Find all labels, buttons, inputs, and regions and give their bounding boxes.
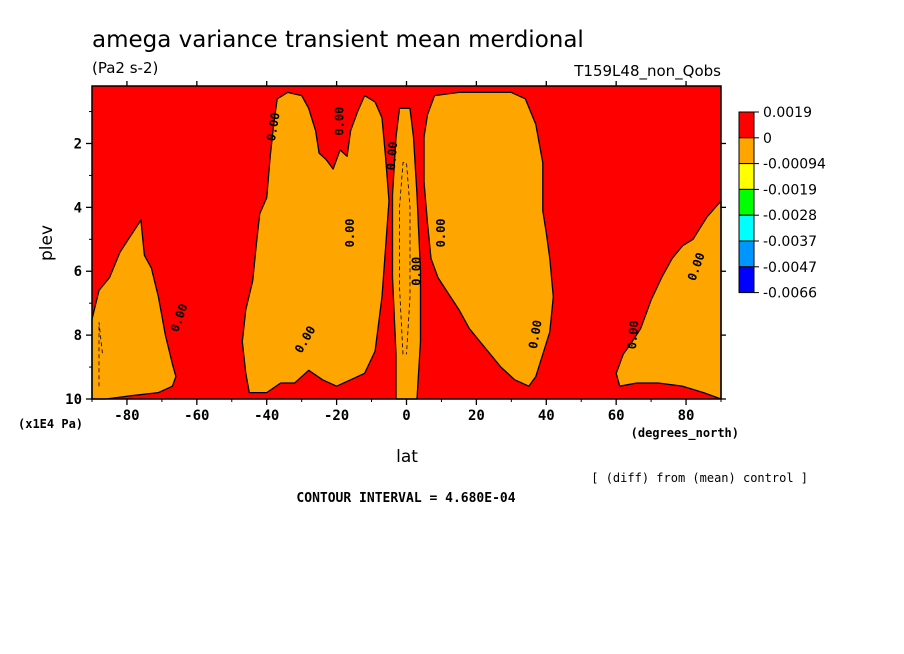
- legend-swatch: [738, 214, 755, 242]
- contour-region-5: [615, 200, 722, 400]
- y-units-label: (x1E4 Pa): [18, 417, 83, 431]
- contour-label: 0.00: [384, 141, 400, 171]
- contour-regions: [91, 91, 722, 400]
- x-tick-label: 80: [678, 408, 695, 424]
- comparison-note: [ (diff) from (mean) control ]: [591, 471, 808, 485]
- x-axis-label: lat: [396, 447, 418, 467]
- contour-label: 0.00: [526, 319, 545, 350]
- x-tick-label: -60: [184, 408, 209, 424]
- legend-level-label: -0.0066: [763, 286, 817, 302]
- y-tick-label: 2: [74, 136, 82, 152]
- contour-region-4: [423, 91, 554, 387]
- legend-level-label: -0.0037: [763, 234, 817, 250]
- legend-level-label: -0.00094: [763, 157, 826, 173]
- x-tick-label: 20: [468, 408, 485, 424]
- legend-swatch: [738, 240, 755, 268]
- contour-labels: 0.000.000.000.000.000.000.000.00 0.000.00…: [168, 107, 708, 356]
- x-tick-label: 60: [608, 408, 625, 424]
- legend-swatch: [738, 111, 755, 139]
- color-legend: 0.0019 0 -0.00094 -0.0019 -0.0028 -0.0037 -0.0…: [738, 105, 826, 302]
- chart-title: amega variance transient mean merdional: [92, 27, 584, 53]
- contour-label: 0.00: [625, 320, 641, 350]
- contour-region-3: [391, 107, 422, 400]
- dashed-contour-1: [399, 162, 411, 355]
- contour-region-1: [91, 219, 177, 400]
- x-tick-label: 0: [402, 408, 410, 424]
- contour-label: 0.00: [343, 218, 357, 247]
- contour-region-2: [241, 91, 390, 394]
- contour-label: 0.00: [264, 111, 283, 142]
- legend-swatch: [738, 266, 755, 294]
- y-tick-label: 10: [65, 392, 82, 408]
- y-ticks: 2 4 6 8 10: [65, 111, 726, 408]
- legend-swatch: [738, 137, 755, 165]
- x-ticks: -80 -60 -40 -20 0 20 40 60 80: [91, 81, 722, 424]
- y-axis-label: plev: [37, 225, 57, 261]
- y-tick-label: 6: [74, 264, 82, 280]
- chart-units: (Pa2 s-2): [92, 59, 158, 77]
- y-tick-label: 4: [74, 200, 82, 216]
- run-label: T159L48_non_Qobs: [573, 62, 721, 81]
- legend-swatch: [738, 188, 755, 216]
- legend-level-label: -0.0047: [763, 260, 817, 276]
- contour-label: 0.00: [434, 218, 448, 247]
- contour-label: 0.00: [409, 257, 423, 286]
- legend-level-label: -0.0028: [763, 208, 817, 224]
- x-tick-label: -20: [324, 408, 349, 424]
- y-tick-label: 8: [74, 328, 82, 344]
- contour-interval: CONTOUR INTERVAL = 4.680E-04: [296, 491, 515, 506]
- legend-level-label: 0: [763, 131, 772, 147]
- dashed-contour-2: [98, 322, 103, 387]
- legend-swatch: [738, 163, 755, 190]
- x-tick-label: 40: [538, 408, 555, 424]
- x-units-label: (degrees_north): [631, 426, 739, 441]
- contour-label: 0.00: [333, 107, 347, 136]
- x-tick-label: -40: [254, 408, 279, 424]
- plot-area: 0.000.000.000.000.000.000.000.00 0.000.00…: [65, 81, 726, 424]
- dashed-contours: [98, 162, 411, 387]
- legend-level-label: 0.0019: [763, 105, 812, 121]
- x-tick-label: -80: [114, 408, 139, 424]
- legend-level-label: -0.0019: [763, 182, 817, 198]
